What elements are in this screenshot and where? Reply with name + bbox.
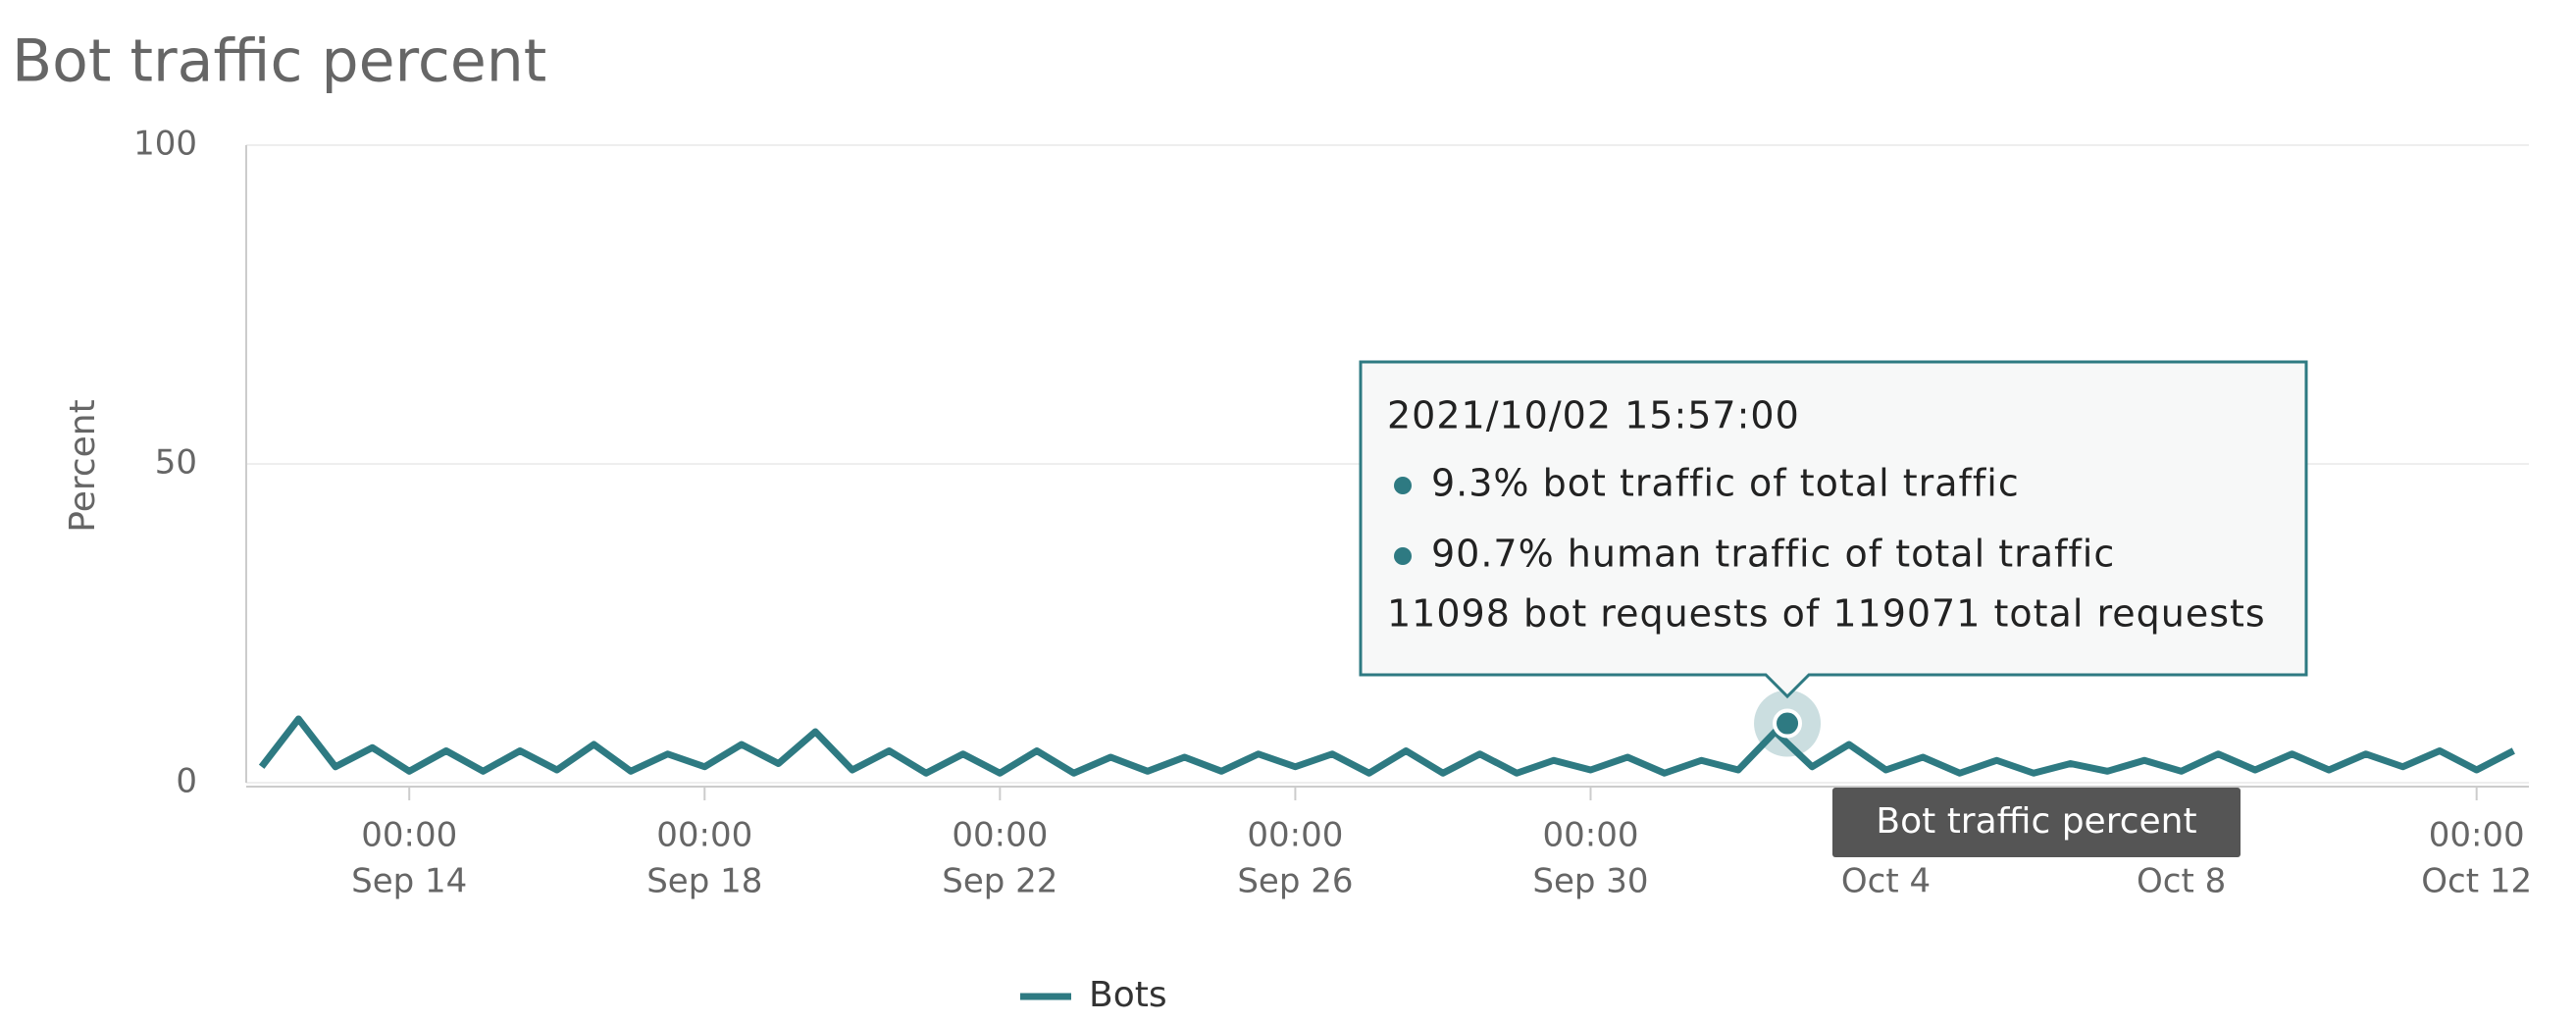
tooltip-line: 9.3% bot traffic of total traffic: [1431, 462, 2020, 505]
hover-point: [1773, 708, 1803, 739]
hover-label: Bot traffic percent: [1876, 801, 2196, 842]
tooltip-line: 90.7% human traffic of total traffic: [1431, 533, 2115, 576]
y-tick-label: 100: [133, 125, 197, 164]
y-tick-label: 50: [155, 443, 197, 483]
x-tick-label: Sep 14: [351, 862, 467, 901]
y-tick-label: 0: [176, 762, 197, 801]
tooltip-bullet: [1394, 477, 1412, 494]
x-tick-label: Sep 30: [1532, 862, 1648, 901]
legend-label: Bots: [1089, 975, 1167, 1015]
tooltip-line: 2021/10/02 15:57:00: [1387, 394, 1800, 437]
tooltip-bullet: [1394, 547, 1412, 565]
tooltip-line: 11098 bot requests of 119071 total reque…: [1387, 592, 2266, 636]
x-tick-label: 00:00: [2429, 816, 2525, 855]
x-tick-label: 00:00: [1542, 816, 1638, 855]
x-tick-label: Sep 18: [646, 862, 762, 901]
data-line: [258, 715, 2515, 777]
x-tick-label: Sep 26: [1237, 862, 1353, 901]
x-tick-label: Oct 4: [1841, 862, 1931, 901]
x-tick-label: 00:00: [361, 816, 457, 855]
x-tick-label: Oct 8: [2137, 862, 2226, 901]
x-tick-label: 00:00: [1247, 816, 1343, 855]
x-tick-label: 00:00: [656, 816, 752, 855]
tooltip-box: [1359, 360, 2308, 699]
x-tick-label: Sep 22: [942, 862, 1057, 901]
x-tick-label: Oct 12: [2421, 862, 2532, 901]
chart-title: Bot traffic percent: [12, 27, 546, 96]
hover-label-box: [1832, 788, 2241, 857]
y-axis-label: Percent: [63, 399, 103, 532]
x-tick-label: 00:00: [952, 816, 1048, 855]
